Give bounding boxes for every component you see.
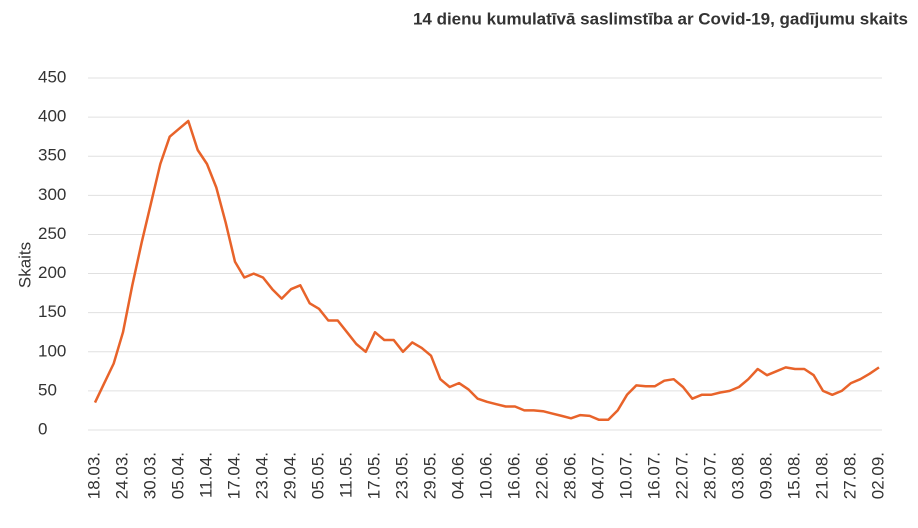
x-tick-label: 29.05.	[420, 452, 439, 499]
y-tick-label: 200	[38, 263, 66, 282]
x-tick-label: 28.06.	[560, 452, 579, 499]
y-tick-label: 50	[38, 380, 57, 399]
x-tick-label: 16.07.	[644, 452, 663, 499]
y-tick-label: 400	[38, 107, 66, 126]
x-tick-label: 28.07.	[700, 452, 719, 499]
x-tick-label: 11.04.	[196, 452, 215, 498]
x-tick-label: 30.03.	[140, 452, 159, 499]
x-tick-label: 23.05.	[392, 452, 411, 499]
x-tick-label: 05.05.	[308, 452, 327, 499]
x-tick-label: 15.08.	[784, 452, 803, 499]
data-line	[93, 119, 880, 422]
x-tick-label: 11.05.	[336, 452, 355, 498]
x-tick-label: 09.08.	[756, 452, 775, 499]
x-tick-label: 27.08.	[840, 452, 859, 499]
y-tick-label: 0	[38, 419, 47, 438]
x-tick-label: 23.04.	[252, 452, 271, 499]
y-tick-label: 250	[38, 224, 66, 243]
x-tick-label: 22.06.	[532, 452, 551, 499]
x-tick-label: 22.07.	[672, 452, 691, 499]
x-tick-label: 05.04.	[168, 452, 187, 499]
x-tick-label: 21.08.	[812, 452, 831, 499]
x-tick-label: 17.05.	[364, 452, 383, 499]
x-tick-label: 02.09.	[868, 452, 887, 499]
x-tick-label: 10.07.	[616, 452, 635, 499]
x-tick-label: 10.06.	[476, 452, 495, 499]
x-tick-label: 03.08.	[728, 452, 747, 499]
x-tick-label: 17.04.	[224, 452, 243, 499]
chart-title: 14 dienu kumulatīvā saslimstība ar Covid…	[413, 9, 908, 28]
x-tick-label: 18.03.	[84, 452, 103, 499]
x-tick-label: 24.03.	[112, 452, 131, 499]
y-tick-label: 300	[38, 185, 66, 204]
x-tick-label: 29.04.	[280, 452, 299, 499]
y-axis-title: Skaits	[15, 242, 34, 288]
y-tick-label: 150	[38, 302, 66, 321]
y-tick-label: 450	[38, 67, 66, 86]
x-tick-label: 04.07.	[588, 452, 607, 499]
x-tick-label: 04.06.	[448, 452, 467, 499]
y-tick-label: 100	[38, 341, 66, 360]
y-tick-label: 350	[38, 146, 66, 165]
x-tick-label: 16.06.	[504, 452, 523, 499]
